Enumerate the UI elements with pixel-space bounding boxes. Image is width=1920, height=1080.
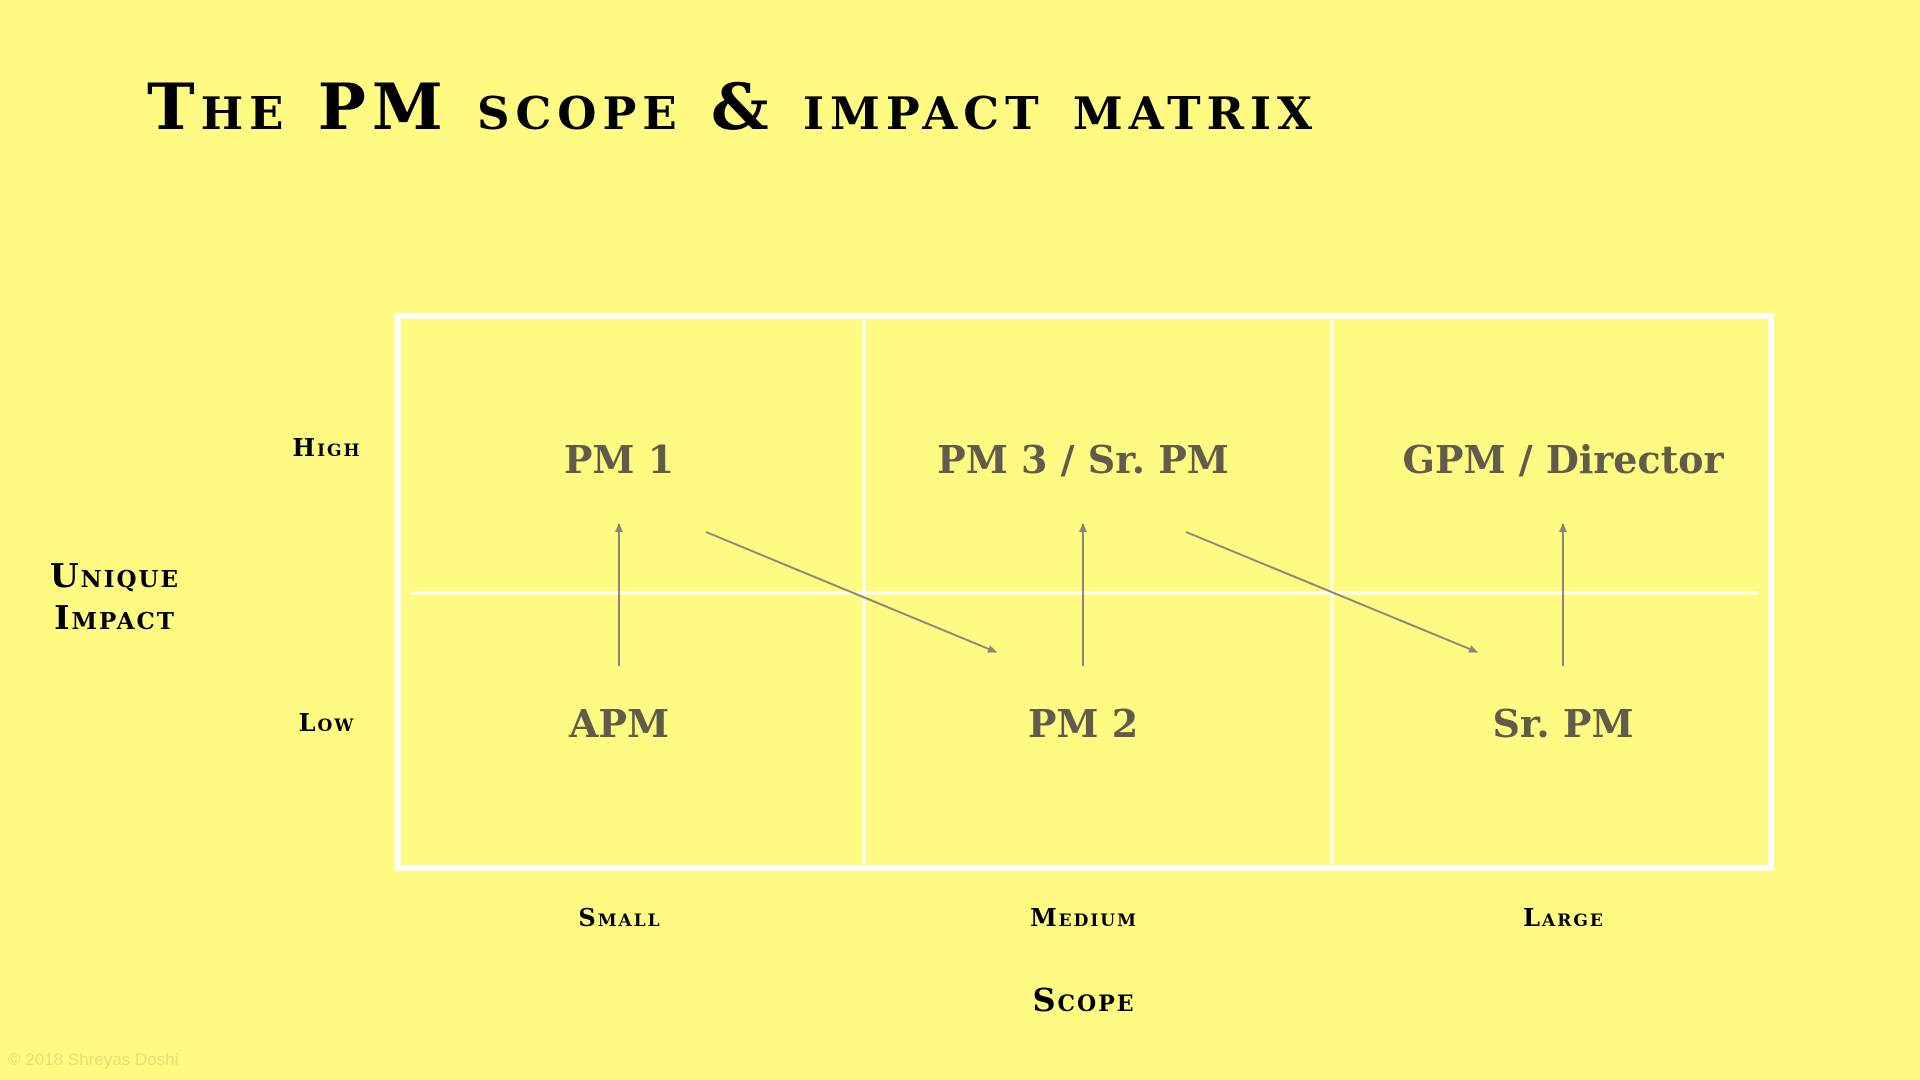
y-tick-low: Low	[298, 708, 356, 737]
matrix-frame	[395, 313, 1774, 871]
y-tick-high: High	[292, 433, 362, 462]
arrow-pm1-to-pm2	[705, 531, 997, 653]
cell-low-medium: PM 2	[1027, 701, 1139, 746]
copyright-notice: © 2018 Shreyas Doshi	[8, 1050, 179, 1069]
cell-high-large: GPM / Director	[1402, 437, 1724, 482]
cell-high-small: PM 1	[563, 437, 675, 482]
cell-low-small: APM	[568, 701, 670, 746]
x-tick-small: Small	[578, 903, 662, 932]
x-axis-title: Scope	[1032, 981, 1136, 1019]
y-axis-title-line2: Impact	[54, 598, 176, 637]
x-tick-medium: Medium	[1030, 903, 1138, 932]
arrow-pm3-to-srpm	[1185, 531, 1478, 653]
slide-title: The PM scope & impact matrix	[147, 70, 1319, 145]
y-axis-title: Unique Impact	[20, 555, 210, 639]
cell-low-large: Sr. PM	[1492, 701, 1634, 746]
cell-high-medium: PM 3 / Sr. PM	[937, 437, 1229, 482]
y-axis-title-line1: Unique	[49, 556, 181, 595]
x-tick-large: Large	[1523, 903, 1605, 932]
